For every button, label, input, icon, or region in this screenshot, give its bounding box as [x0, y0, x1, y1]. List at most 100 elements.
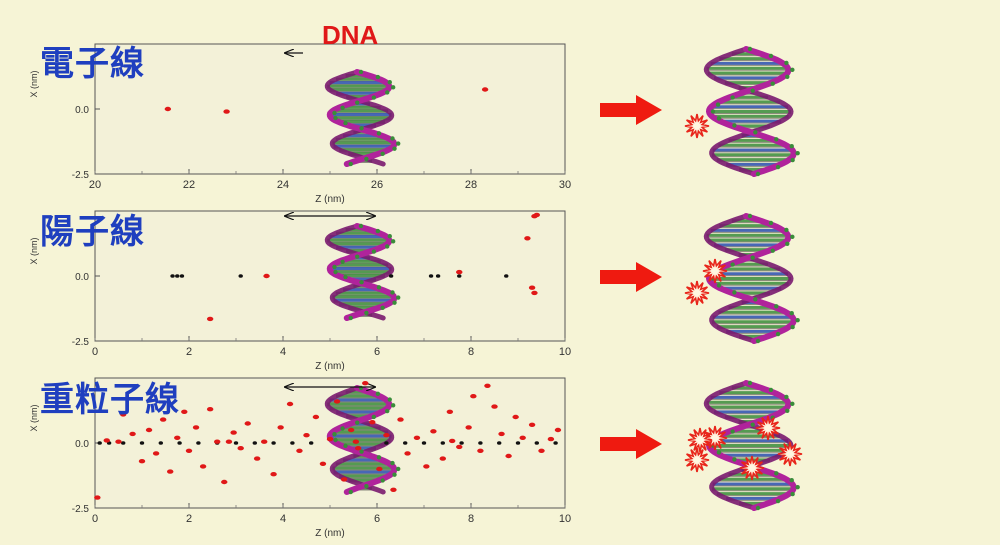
atom [396, 295, 401, 300]
row-label-proton: 陽子線 [40, 212, 145, 252]
atom [785, 74, 790, 79]
data-point [457, 274, 462, 278]
dna-strand [324, 69, 395, 167]
x-tick-label: 22 [183, 179, 195, 191]
atom [385, 244, 390, 249]
atom [753, 130, 758, 135]
atom [789, 311, 794, 316]
data-point [319, 461, 327, 466]
data-point [333, 399, 341, 404]
data-point [428, 274, 434, 278]
atom [380, 478, 385, 483]
result-arrow [600, 429, 662, 459]
atom [364, 484, 369, 489]
data-point [352, 439, 360, 444]
atom [364, 310, 369, 316]
atom [371, 249, 377, 254]
data-point [528, 422, 536, 427]
atom [753, 297, 758, 302]
atom [710, 109, 716, 114]
x-tick-label: 2 [186, 513, 192, 525]
row-label-heavy-ion: 重粒子線 [40, 380, 180, 420]
data-point [290, 441, 295, 445]
y-tick-label: 0.0 [75, 272, 89, 283]
atom [768, 387, 774, 393]
atom [390, 403, 396, 408]
data-point [223, 109, 230, 114]
data-point [388, 274, 394, 278]
data-point [505, 453, 512, 459]
atom [358, 69, 364, 75]
atom [385, 90, 390, 95]
data-point [181, 409, 188, 414]
data-point [554, 427, 562, 433]
x-tick-label: 28 [465, 179, 477, 191]
data-point [413, 435, 421, 440]
atom [375, 228, 381, 234]
atom [750, 255, 755, 260]
atom [332, 264, 337, 270]
damage-burst [684, 280, 710, 306]
data-point [504, 274, 509, 278]
data-point [547, 436, 555, 442]
atom [332, 432, 337, 437]
damaged-dna-1 [684, 46, 800, 177]
atom [747, 46, 753, 52]
atom [348, 315, 353, 321]
atom [716, 116, 722, 121]
x-axis-label: Z (nm) [315, 194, 344, 205]
data-point [484, 383, 491, 388]
data-point [347, 427, 355, 433]
atom [768, 53, 774, 59]
atom [775, 331, 781, 337]
x-axis-label: Z (nm) [315, 361, 344, 372]
data-point [237, 446, 244, 451]
data-point [481, 87, 489, 92]
atom [755, 338, 761, 344]
atom [730, 95, 735, 100]
data-point [465, 425, 472, 430]
chart-3: 0 2 4 6 8 10 -2.5 0.0 Z (nm) X (nm) [29, 377, 803, 539]
data-point [170, 274, 175, 278]
data-point [230, 430, 237, 435]
dna-strand [703, 46, 794, 177]
data-point [430, 429, 437, 434]
data-point [270, 472, 277, 477]
atom [375, 74, 381, 80]
data-point [478, 441, 483, 445]
atom [768, 220, 774, 226]
data-point [309, 441, 314, 445]
atom [775, 498, 781, 504]
data-point [206, 407, 214, 412]
x-tick-label: 4 [280, 346, 286, 358]
atom [343, 274, 348, 280]
result-arrow [600, 262, 662, 292]
data-point [129, 431, 136, 437]
data-point [531, 290, 538, 296]
plot-frame [94, 210, 566, 342]
data-point [263, 273, 270, 279]
atom [340, 426, 345, 431]
data-point [390, 487, 397, 492]
data-point [139, 441, 145, 445]
atom [790, 324, 795, 330]
atom [387, 397, 392, 402]
atom [390, 85, 396, 90]
dna-strand [324, 385, 395, 495]
atom [355, 254, 360, 259]
data-point [179, 274, 185, 278]
x-tick-label: 6 [374, 346, 380, 358]
atom [359, 126, 364, 131]
data-point [221, 479, 228, 485]
atom [392, 472, 397, 477]
data-point [97, 441, 102, 445]
atom [716, 283, 722, 288]
damage-burst [739, 455, 765, 481]
atom [376, 455, 382, 460]
atom [385, 408, 390, 414]
damage-burst [684, 447, 710, 473]
data-point [421, 441, 427, 445]
data-point [225, 439, 233, 444]
data-point [164, 106, 172, 112]
